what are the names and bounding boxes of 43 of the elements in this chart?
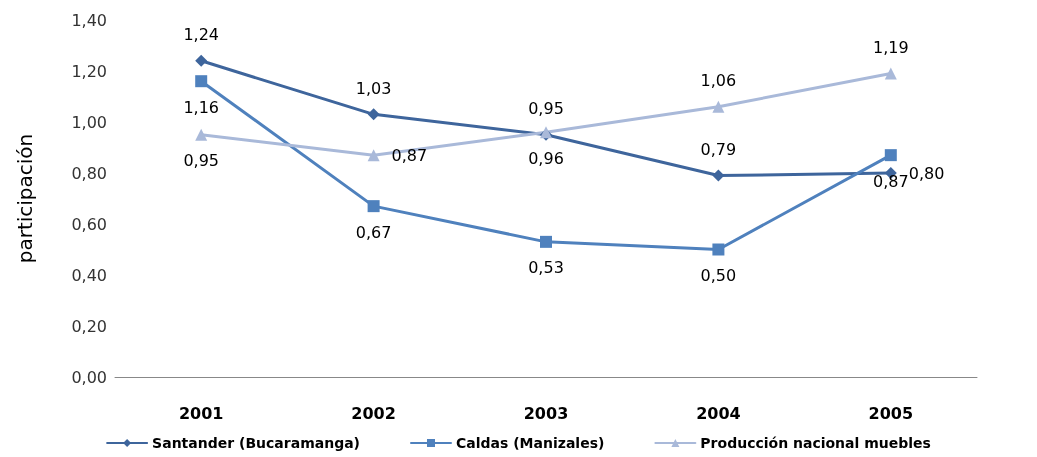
y-tick-label: 0,40 [71,265,107,285]
point [195,75,208,88]
y-tick-label: 0,00 [71,367,107,387]
point [195,54,208,67]
data-label: 0,79 [700,140,737,160]
legend-label: Santander (Bucaramanga) [152,435,360,451]
x-tick-label: 2002 [351,403,396,423]
point [712,100,725,113]
x-tick-label: 2005 [868,403,914,423]
data-label: 0,80 [908,163,945,183]
data-label: 0,95 [183,151,220,171]
data-label: 1,03 [355,78,392,98]
data-label: 0,67 [355,222,392,242]
y-tick-label: 1,20 [71,61,107,81]
data-label: 1,19 [872,38,909,58]
point [367,200,380,213]
x-tick-label: 2003 [523,403,569,423]
data-label: 0,87 [872,171,909,191]
point [367,108,380,121]
data-label: 1,06 [700,71,737,91]
y-tick-label: 1,00 [71,112,107,132]
y-axis-title: participación [13,133,37,264]
x-tick-label: 2004 [696,403,741,423]
point [195,128,208,141]
y-tick-label: 1,40 [71,10,107,30]
x-tick-label: 2001 [178,403,224,423]
point [540,235,552,248]
data-label: 0,50 [700,266,737,285]
y-tick-label: 0,60 [71,214,107,234]
point [712,243,725,256]
legend-label: Producción nacional muebles [700,435,931,451]
legend-label: Caldas (Manizales) [456,435,605,451]
data-label: 0,53 [528,258,564,278]
data-label: 1,24 [183,25,220,45]
y-tick-label: 0,80 [71,163,107,183]
y-tick-label: 0,20 [71,316,107,336]
data-label: 1,16 [183,97,220,117]
data-label: 0,87 [391,145,428,165]
point [884,149,897,162]
data-label: 0,96 [528,148,564,168]
point [884,67,897,80]
data-label: 0,95 [528,99,564,119]
point [367,149,380,162]
